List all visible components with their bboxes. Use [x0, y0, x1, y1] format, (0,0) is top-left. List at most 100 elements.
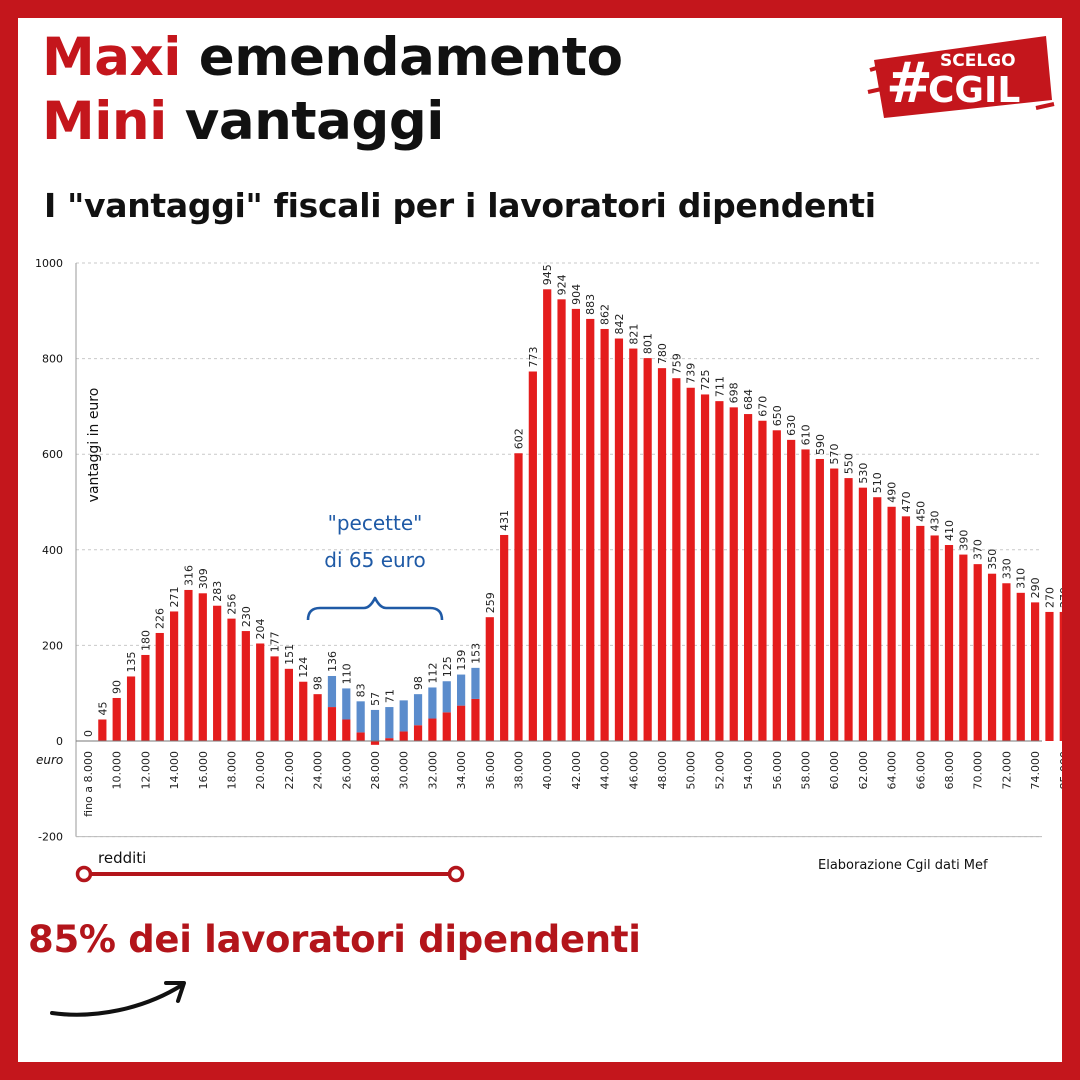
bar-red: [256, 643, 265, 741]
data-label: 125: [441, 656, 454, 677]
data-label: 550: [843, 453, 856, 474]
bar-red: [1002, 583, 1011, 741]
data-label: 862: [599, 304, 612, 325]
data-label: 739: [685, 363, 698, 384]
data-label: 309: [197, 568, 210, 589]
data-label: 759: [670, 353, 683, 374]
bar-red: [170, 611, 179, 741]
data-label: 330: [1000, 558, 1013, 579]
x-unit-label: euro: [36, 753, 63, 767]
logo-hash: #: [886, 51, 933, 116]
data-label: 230: [240, 606, 253, 627]
bar-red: [514, 453, 523, 741]
x-tick-label: 20.000: [254, 751, 267, 790]
x-tick-label: 10.000: [111, 751, 124, 790]
subtitle: I "vantaggi" fiscali per i lavoratori di…: [44, 186, 876, 225]
data-label: 370: [972, 539, 985, 560]
data-label: 71: [383, 689, 396, 703]
bar-red: [787, 439, 796, 741]
x-tick-label: 58.000: [800, 751, 813, 790]
curved-arrow-icon: [50, 981, 186, 1017]
logo-top: SCELGO: [940, 51, 1016, 71]
title-highlight-mini: Mini: [42, 91, 167, 152]
bar-red: [873, 497, 882, 741]
data-label: 602: [513, 428, 526, 449]
infographic-card: Maxi emendamento Mini vantaggi # SCELGO …: [18, 18, 1062, 1062]
data-label: 801: [642, 333, 655, 354]
title-line-2: Mini vantaggi: [42, 92, 444, 152]
data-label: 450: [914, 501, 927, 522]
data-label: 698: [728, 382, 741, 403]
data-label: 290: [1029, 577, 1042, 598]
bar-red: [284, 668, 293, 741]
bar-red: [155, 632, 164, 741]
bar-blue: [399, 700, 408, 732]
data-label: 773: [527, 347, 540, 368]
bar-red: [614, 338, 624, 741]
bar-red: [141, 654, 150, 741]
data-label: 570: [828, 444, 841, 465]
bar-red: [428, 718, 437, 741]
x-tick-label: 50.000: [685, 751, 698, 790]
bar-red: [213, 605, 222, 741]
data-label: 270: [1043, 587, 1056, 608]
percent-workers-text: 85% dei lavoratori dipendenti: [28, 918, 641, 961]
title-highlight-maxi: Maxi: [42, 27, 181, 88]
data-label: 226: [154, 608, 167, 629]
data-label: 470: [900, 491, 913, 512]
x-tick-label: 22.000: [283, 751, 296, 790]
x-tick-label: 18.000: [226, 751, 239, 790]
x-tick-label: 46.000: [627, 751, 640, 790]
x-tick-label: 38.000: [513, 751, 526, 790]
bar-blue: [370, 709, 380, 741]
source-note: Elaborazione Cgil dati Mef: [818, 858, 988, 873]
bar-red: [973, 564, 982, 741]
bar-red: [944, 545, 954, 741]
data-label: 316: [182, 565, 195, 586]
bar-red: [471, 698, 480, 741]
data-label: 98: [312, 676, 325, 690]
x-tick-label: 74.000: [1029, 751, 1042, 790]
bar-red: [184, 589, 193, 741]
annotation-brace: [306, 596, 444, 621]
x-tick-label: 54.000: [742, 751, 755, 790]
data-label: 153: [469, 643, 482, 664]
bar-blue: [385, 707, 394, 739]
bar-red: [442, 712, 451, 741]
data-label: 431: [498, 510, 511, 531]
data-label: 256: [226, 594, 239, 615]
data-label: 670: [756, 396, 769, 417]
y-tick-label: 800: [42, 353, 63, 366]
data-label: 842: [613, 314, 626, 335]
data-label: 83: [355, 683, 368, 697]
bar-red: [715, 401, 724, 741]
bar-blue: [442, 681, 451, 713]
data-label: 590: [814, 434, 827, 455]
x-tick-label: 40.000: [541, 751, 554, 790]
bar-red: [399, 731, 408, 741]
bar-red: [500, 534, 509, 741]
data-label: 112: [426, 662, 439, 683]
bar-red: [758, 420, 767, 741]
bar-red: [528, 371, 537, 741]
bar-red: [543, 289, 552, 741]
data-label: 945: [541, 264, 554, 285]
data-label: 725: [699, 369, 712, 390]
x-tick-label: 34.000: [455, 751, 468, 790]
data-label: 177: [269, 631, 282, 652]
x-tick-label: 70.000: [972, 751, 985, 790]
x-tick-label: 12.000: [139, 751, 152, 790]
bar-red: [801, 449, 810, 741]
data-label: 90: [111, 680, 124, 694]
data-label: 390: [957, 530, 970, 551]
x-tick-label: 56.000: [771, 751, 784, 790]
bar-blue: [457, 674, 466, 706]
bar-red: [126, 676, 136, 741]
bar-blue: [327, 675, 337, 708]
data-label: 57: [369, 692, 382, 706]
data-label: 139: [455, 650, 468, 671]
x-tick-label: 52.000: [713, 751, 726, 790]
data-label: 684: [742, 389, 755, 410]
bar-red: [1031, 602, 1040, 741]
bar-red: [858, 487, 867, 741]
